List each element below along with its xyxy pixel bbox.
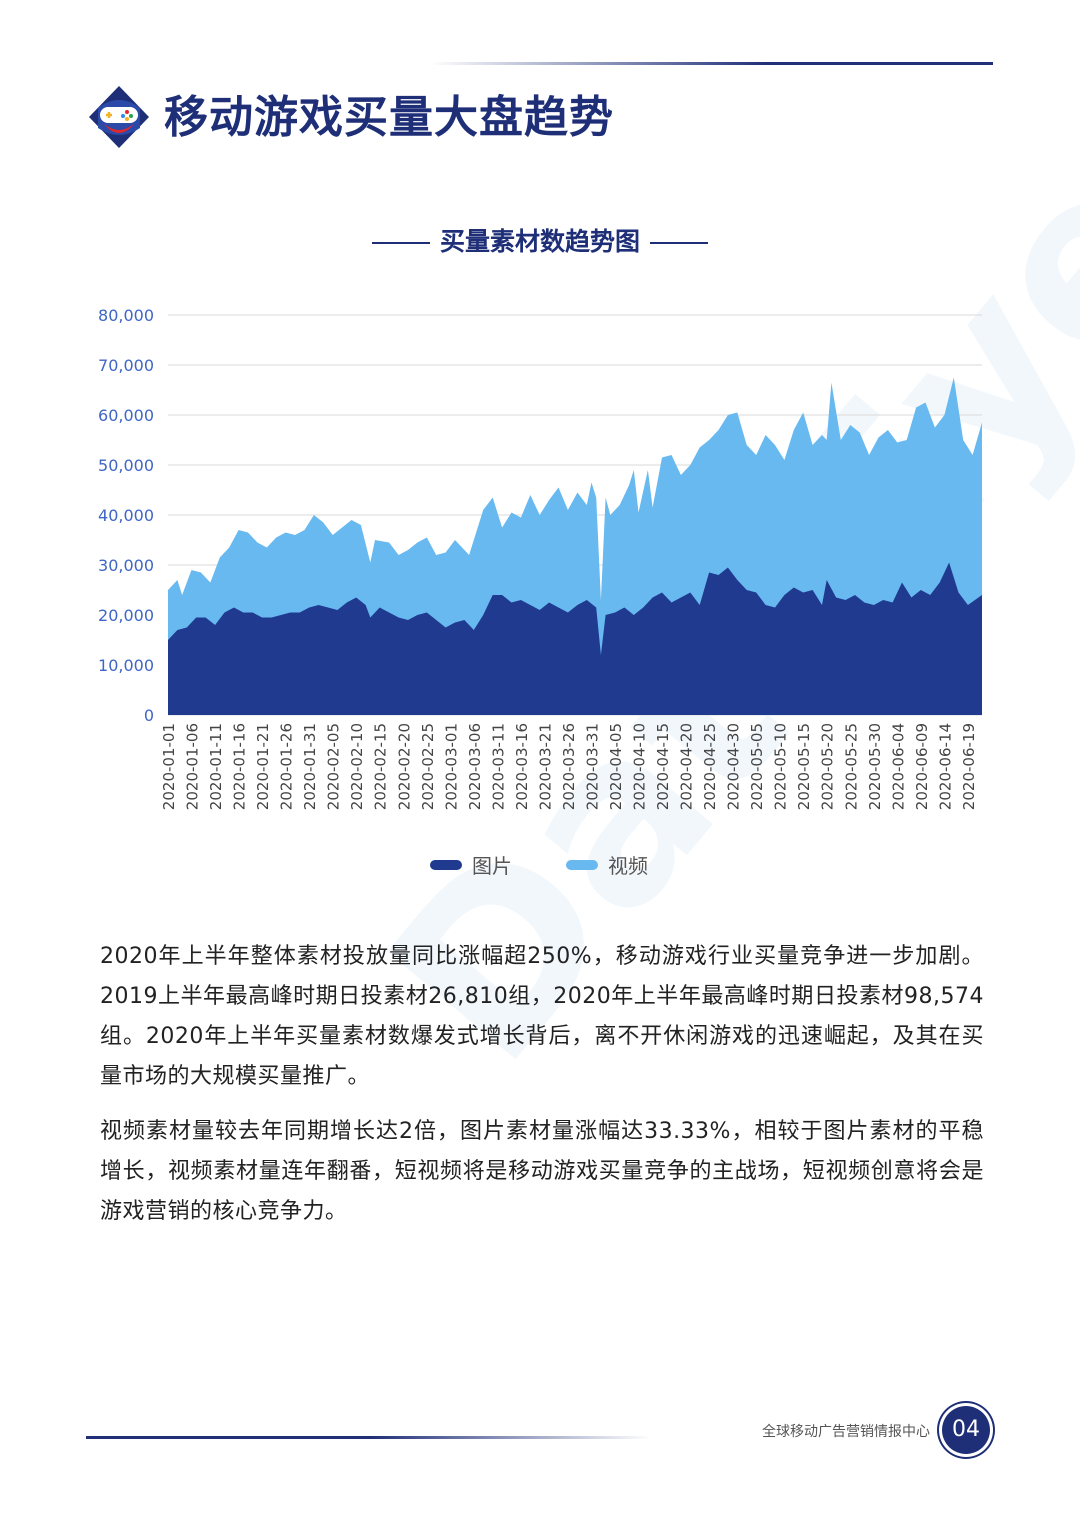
paragraph-1: 2020年上半年整体素材投放量同比涨幅超250%，移动游戏行业买量竞争进一步加剧… — [100, 944, 984, 1089]
area-chart: 0 10,000 20,000 30,000 40,000 50,000 60,000 70,… — [98, 306, 982, 810]
y-tick-label: 20,000 — [98, 606, 154, 625]
page-title: 移动游戏买量大盘趋势 — [164, 92, 614, 143]
x-tick-label: 2020-01-01 — [160, 723, 178, 810]
x-tick-label: 2020-04-25 — [701, 723, 719, 810]
x-tick-label: 2020-02-20 — [395, 723, 413, 810]
y-tick-label: 70,000 — [98, 356, 154, 375]
x-tick-label: 2020-06-09 — [913, 723, 931, 810]
x-tick-label: 2020-02-15 — [372, 723, 390, 810]
x-tick-label: 2020-06-19 — [960, 723, 978, 810]
x-tick-label: 2020-02-05 — [325, 723, 343, 810]
y-tick-label: 40,000 — [98, 506, 154, 525]
y-tick-label: 60,000 — [98, 406, 154, 425]
x-tick-label: 2020-05-25 — [842, 723, 860, 810]
x-tick-label: 2020-01-06 — [184, 723, 202, 810]
legend-swatch-video — [566, 859, 598, 870]
x-tick-label: 2020-03-16 — [513, 723, 531, 810]
footer-org: 全球移动广告营销情报中心 — [762, 1424, 930, 1440]
x-tick-label: 2020-01-31 — [301, 723, 319, 810]
x-tick-label: 2020-05-05 — [748, 723, 766, 810]
x-tick-label: 2020-06-04 — [889, 723, 907, 810]
paragraph-2: 视频素材量较去年同期增长达2倍，图片素材量涨幅达33.33%，相较于图片素材的平… — [100, 1119, 984, 1224]
area-series-image — [168, 562, 982, 715]
x-tick-label: 2020-05-30 — [866, 723, 884, 810]
x-tick-label: 2020-03-31 — [584, 723, 602, 810]
x-tick-label: 2020-01-21 — [254, 723, 272, 810]
x-tick-label: 2020-01-26 — [278, 723, 296, 810]
y-tick-label: 80,000 — [98, 306, 154, 325]
y-tick-label: 0 — [144, 706, 154, 725]
x-tick-label: 2020-04-10 — [631, 723, 649, 810]
x-tick-label: 2020-03-26 — [560, 723, 578, 810]
x-tick-label: 2020-02-10 — [348, 723, 366, 810]
x-tick-label: 2020-01-16 — [231, 723, 249, 810]
x-tick-label: 2020-03-01 — [442, 723, 460, 810]
x-tick-label: 2020-03-21 — [536, 723, 554, 810]
bottom-divider — [86, 1436, 651, 1439]
x-tick-label: 2020-04-20 — [678, 723, 696, 810]
x-tick-label: 2020-03-11 — [489, 723, 507, 810]
x-tick-label: 2020-04-30 — [725, 723, 743, 810]
x-tick-label: 2020-04-15 — [654, 723, 672, 810]
x-tick-label: 2020-02-25 — [419, 723, 437, 810]
y-tick-label: 50,000 — [98, 456, 154, 475]
legend-label-video: 视频 — [608, 854, 648, 878]
legend-item-image: 图片 — [430, 850, 512, 879]
x-tick-label: 2020-01-11 — [207, 723, 225, 810]
x-tick-label: 2020-05-10 — [772, 723, 790, 810]
x-tick-label: 2020-04-05 — [607, 723, 625, 810]
chart-title: 买量素材数趋势图 — [371, 222, 709, 262]
legend-swatch-image — [430, 859, 462, 870]
chart-legend: 图片 视频 — [0, 850, 1080, 882]
y-tick-label: 10,000 — [98, 656, 154, 675]
y-tick-label: 30,000 — [98, 556, 154, 575]
legend-label-image: 图片 — [472, 854, 512, 878]
x-tick-label: 2020-05-15 — [795, 723, 813, 810]
x-tick-label: 2020-05-20 — [819, 723, 837, 810]
legend-item-video: 视频 — [566, 850, 648, 879]
x-tick-label: 2020-03-06 — [466, 723, 484, 810]
top-divider — [430, 62, 993, 65]
gamepad-logo-icon — [86, 84, 152, 150]
x-tick-label: 2020-06-14 — [936, 723, 954, 810]
page-number-badge: 04 — [942, 1406, 990, 1454]
